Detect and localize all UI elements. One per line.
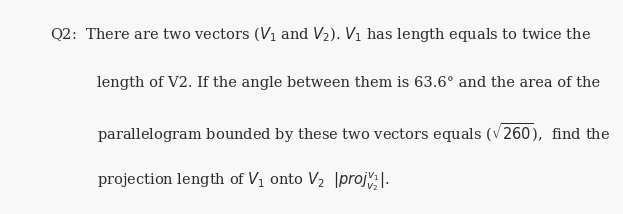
Text: projection length of $V_1$ onto $V_2$  $|proj_{v_2}^{v_1}|$.: projection length of $V_1$ onto $V_2$ $|… bbox=[97, 170, 389, 193]
Text: parallelogram bounded by these two vectors equals ($\sqrt{260}$),  find the: parallelogram bounded by these two vecto… bbox=[97, 121, 610, 145]
Text: Q2:  There are two vectors ($V_1$ and $V_2$). $V_1$ has length equals to twice t: Q2: There are two vectors ($V_1$ and $V_… bbox=[50, 25, 591, 44]
Text: length of V2. If the angle between them is 63.6° and the area of the: length of V2. If the angle between them … bbox=[97, 76, 600, 91]
